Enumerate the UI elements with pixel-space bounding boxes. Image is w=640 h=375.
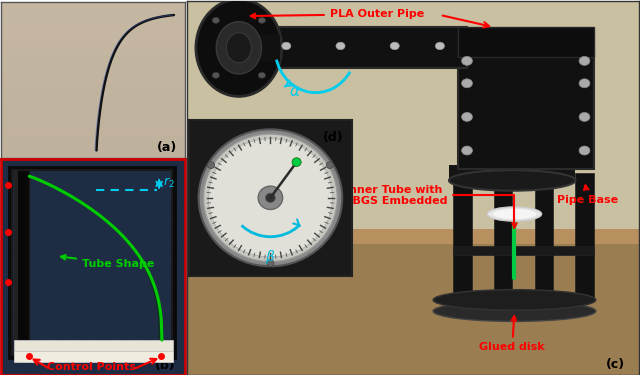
Bar — [187, 233, 639, 375]
Text: Control Points: Control Points — [47, 363, 136, 372]
Ellipse shape — [209, 139, 332, 257]
Bar — [13, 351, 173, 361]
Circle shape — [435, 42, 444, 50]
Ellipse shape — [198, 129, 342, 266]
Bar — [454, 173, 472, 300]
Circle shape — [267, 260, 274, 267]
Circle shape — [258, 72, 266, 78]
Circle shape — [212, 72, 220, 78]
Text: (b): (b) — [155, 360, 176, 372]
Bar — [1, 127, 185, 137]
Circle shape — [461, 56, 472, 65]
Ellipse shape — [258, 186, 283, 210]
Circle shape — [258, 17, 266, 23]
Bar — [494, 173, 512, 300]
Text: (d): (d) — [323, 131, 344, 144]
Circle shape — [461, 146, 472, 155]
Bar — [1, 43, 185, 54]
Ellipse shape — [449, 170, 575, 190]
Bar — [449, 165, 575, 180]
Ellipse shape — [216, 22, 261, 74]
Ellipse shape — [433, 301, 596, 321]
Text: (a): (a) — [157, 141, 177, 153]
Bar — [454, 246, 593, 255]
Bar — [1, 2, 185, 12]
Bar — [1, 85, 185, 96]
Ellipse shape — [266, 193, 275, 202]
Text: Inner Tube with
FBGS Embedded: Inner Tube with FBGS Embedded — [345, 184, 516, 228]
Bar — [268, 27, 467, 68]
Text: Protractor: Protractor — [205, 157, 269, 167]
Circle shape — [336, 42, 345, 50]
Circle shape — [579, 146, 590, 155]
Bar — [10, 168, 174, 357]
Circle shape — [579, 56, 590, 65]
Bar — [1, 117, 185, 127]
Bar — [1, 75, 185, 85]
Bar — [13, 170, 29, 355]
Circle shape — [326, 162, 333, 168]
Text: Pipe Base: Pipe Base — [557, 185, 618, 205]
Text: $\alpha$: $\alpha$ — [289, 84, 300, 99]
Text: Glued disk: Glued disk — [479, 316, 545, 352]
Ellipse shape — [204, 134, 337, 262]
Bar — [187, 229, 639, 244]
Bar — [1, 148, 185, 158]
Bar — [1, 96, 185, 106]
Bar — [1, 33, 185, 43]
Circle shape — [461, 112, 472, 122]
Ellipse shape — [227, 33, 252, 63]
Circle shape — [207, 162, 214, 168]
Bar — [1, 12, 185, 22]
Text: PLA Outer Pipe: PLA Outer Pipe — [251, 9, 424, 19]
Circle shape — [579, 79, 590, 88]
Bar — [575, 173, 593, 300]
Ellipse shape — [492, 209, 537, 220]
Circle shape — [579, 112, 590, 122]
Text: $r_2$: $r_2$ — [163, 176, 175, 190]
Ellipse shape — [196, 0, 282, 96]
Bar — [1, 137, 185, 148]
Text: (c): (c) — [606, 358, 625, 371]
Text: Tube Shape: Tube Shape — [61, 255, 154, 269]
Bar — [1, 22, 185, 33]
Bar — [12, 170, 172, 355]
Bar — [1, 54, 185, 64]
Bar — [1, 106, 185, 117]
Circle shape — [282, 42, 291, 50]
Circle shape — [212, 17, 220, 23]
Ellipse shape — [433, 290, 596, 310]
Circle shape — [390, 42, 399, 50]
Bar — [239, 35, 280, 61]
Circle shape — [292, 158, 301, 166]
Bar — [13, 340, 173, 362]
Bar — [458, 50, 593, 169]
Text: $\beta$: $\beta$ — [265, 248, 276, 266]
Circle shape — [461, 79, 472, 88]
Bar — [1, 64, 185, 75]
Ellipse shape — [487, 207, 541, 221]
Bar — [458, 27, 593, 57]
Bar — [535, 173, 553, 300]
Bar — [187, 1, 639, 233]
Bar — [15, 170, 18, 355]
